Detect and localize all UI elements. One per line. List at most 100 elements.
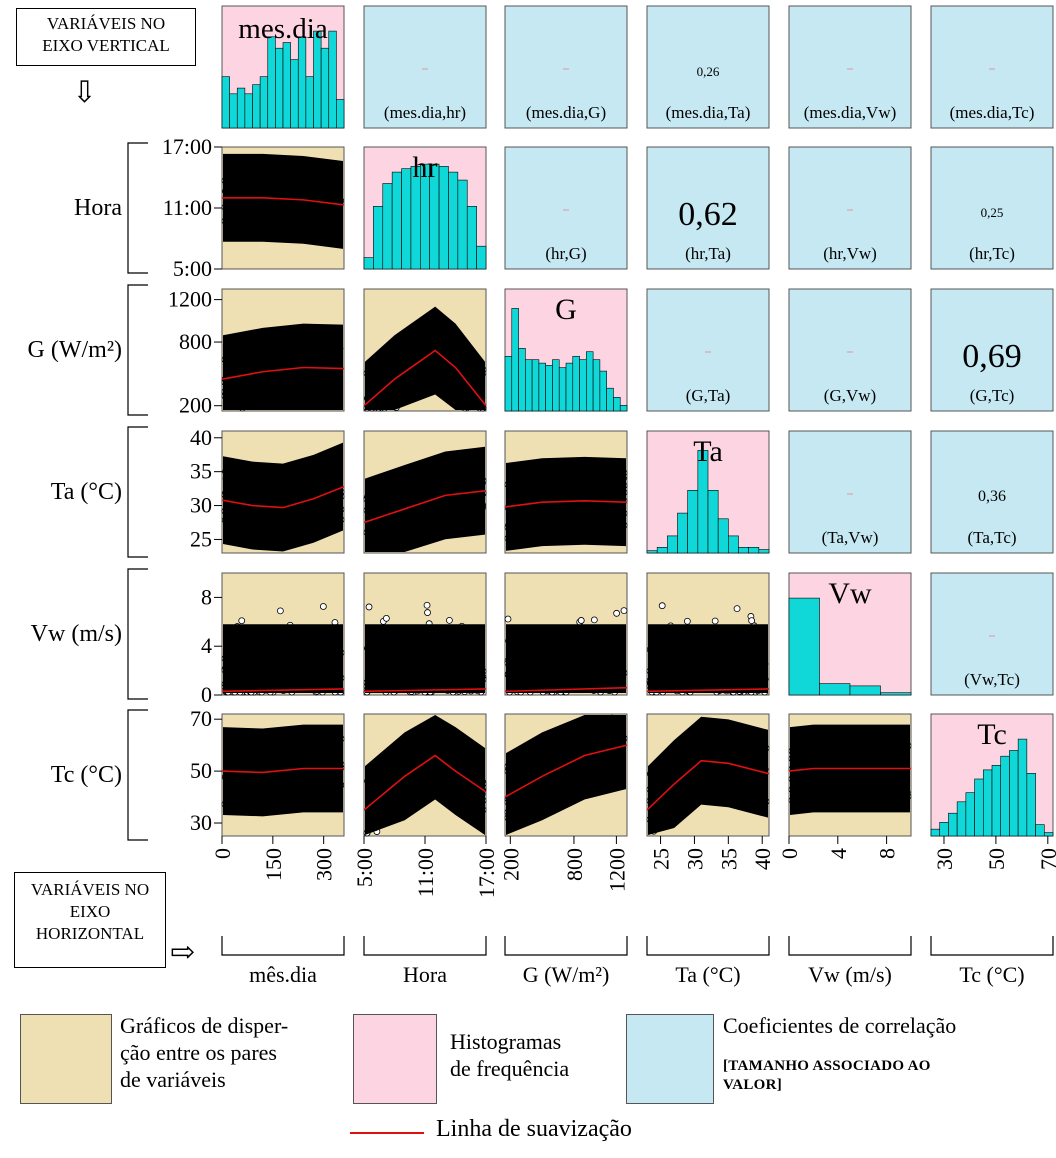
histogram-bar <box>382 183 393 270</box>
histogram-bar <box>297 36 307 129</box>
correlation-pair-label: (mes.dia,Tc) <box>950 103 1035 122</box>
histogram-bar <box>677 512 688 554</box>
histogram-bar <box>391 171 402 270</box>
column-tick-label: 150 <box>261 848 286 881</box>
row-label: Hora <box>74 195 122 221</box>
column-label: G (W/m²) <box>523 962 610 987</box>
scatter-point-cloud <box>365 624 485 693</box>
correlation-panel <box>788 288 912 412</box>
correlation-pair-label: (mes.dia,Ta) <box>666 103 751 122</box>
correlation-panel <box>930 146 1054 270</box>
histogram-bar <box>1035 824 1045 837</box>
scatter-point <box>590 616 598 624</box>
legend-corr-swatch <box>626 1014 714 1104</box>
histogram-bar <box>849 685 881 696</box>
histogram-bar <box>267 36 276 129</box>
histogram-bar <box>290 59 299 129</box>
column-axis-bracket <box>504 936 628 956</box>
right-arrow-icon: ⇨ <box>170 936 196 969</box>
correlation-panel <box>646 146 770 270</box>
histogram-bar <box>982 769 993 837</box>
correlation-panel <box>504 146 628 270</box>
histogram-bar <box>948 812 958 837</box>
histogram-bar <box>939 822 949 837</box>
scatter-point <box>446 616 453 624</box>
column-tick-label: 25 <box>649 848 674 870</box>
row-tick-label: 1200 <box>168 287 212 312</box>
histogram-bar <box>956 801 967 837</box>
histogram-bar <box>244 93 253 129</box>
column-tick-label: 50 <box>984 848 1009 870</box>
histogram-bar <box>511 308 519 412</box>
row-label: Ta (°C) <box>51 479 122 505</box>
row-tick-label: 17:00 <box>162 134 212 159</box>
column-tick-label: 30 <box>932 848 957 870</box>
histogram-bar <box>282 42 291 129</box>
row-label: G (W/m²) <box>28 337 123 363</box>
histogram-bar <box>579 359 587 412</box>
row-axis-bracket <box>127 284 148 416</box>
smoothing-line <box>221 366 345 380</box>
row-axis-bracket <box>127 426 148 558</box>
correlation-pair-label: (hr,Ta) <box>685 244 731 263</box>
column-tick-label: 11:00 <box>413 848 438 897</box>
row-tick-label: 70 <box>190 706 212 731</box>
histogram-bar <box>476 245 487 270</box>
row-axis-bracket <box>127 568 148 700</box>
correlation-panel <box>504 5 628 129</box>
histogram-bar <box>667 535 678 554</box>
row-tick-label: 8 <box>201 584 212 609</box>
correlation-panel <box>930 288 1054 412</box>
column-tick-label: 300 <box>312 848 337 881</box>
vertical-axis-note-text: VARIÁVEIS NO EIXO VERTICAL <box>42 14 170 55</box>
histogram-bar <box>717 518 729 554</box>
scatter-point-cloud <box>790 724 910 816</box>
correlation-pair-label: (Ta,Tc) <box>967 528 1016 547</box>
horizontal-axis-note-text: VARIÁVEIS NO EIXO HORIZONTAL <box>30 880 150 943</box>
histogram-bar <box>1009 750 1019 837</box>
histogram-bar <box>991 765 1002 837</box>
smoothing-line <box>222 197 345 206</box>
correlation-pair-label: (mes.dia,Vw) <box>804 103 897 122</box>
scatter-point <box>365 603 373 611</box>
histogram-bar <box>259 76 269 129</box>
smoothing-line <box>363 489 487 524</box>
legend-corr-label: Coeficientes de correlação <box>723 1012 956 1039</box>
histogram-bar <box>336 99 345 129</box>
histogram-label: hr <box>413 151 438 184</box>
smoothing-line <box>646 759 770 811</box>
histogram-bar <box>448 171 459 270</box>
histogram-bar <box>438 166 449 270</box>
column-axis-bracket <box>930 936 1054 956</box>
smoothing-line <box>363 688 487 693</box>
row-tick-label: 11:00 <box>163 195 212 220</box>
row-axis-bracket <box>127 709 148 841</box>
column-axis-bracket <box>221 936 345 956</box>
legend-hist-line-1: Histogramas <box>450 1029 562 1054</box>
column-tick-label: 70 <box>1036 848 1056 870</box>
row-label: Tc (°C) <box>51 762 122 788</box>
histogram-bar <box>457 179 468 270</box>
legend-scatter-swatch <box>20 1014 112 1104</box>
legend-scatter-line-3: de variáveis <box>120 1067 226 1092</box>
correlation-value: 0,36 <box>978 488 1006 505</box>
scatter-point-cloud <box>648 624 768 693</box>
histogram-bar <box>558 367 567 412</box>
correlation-value: 0,26 <box>697 64 720 79</box>
row-axis-bracket <box>127 142 148 274</box>
correlation-pair-label: (Ta,Vw) <box>822 528 879 547</box>
legend-scatter-line-1: Gráficos de disper- <box>120 1013 289 1038</box>
correlation-panel <box>646 5 770 129</box>
row-tick-label: 4 <box>201 633 212 658</box>
histogram-bar <box>552 359 560 412</box>
correlation-pair-label: (G,Tc) <box>970 386 1015 405</box>
correlation-pair-label: (Vw,Tc) <box>964 670 1020 689</box>
histogram-bar <box>930 828 941 837</box>
smoothing-line <box>504 744 628 798</box>
column-axis-bracket <box>646 936 770 956</box>
histogram-bar <box>1017 738 1028 837</box>
histogram-bar <box>707 489 719 554</box>
correlation-pair-label: (G,Ta) <box>686 386 731 405</box>
correlation-panel <box>788 430 912 554</box>
scatter-point-cloud <box>506 456 626 551</box>
